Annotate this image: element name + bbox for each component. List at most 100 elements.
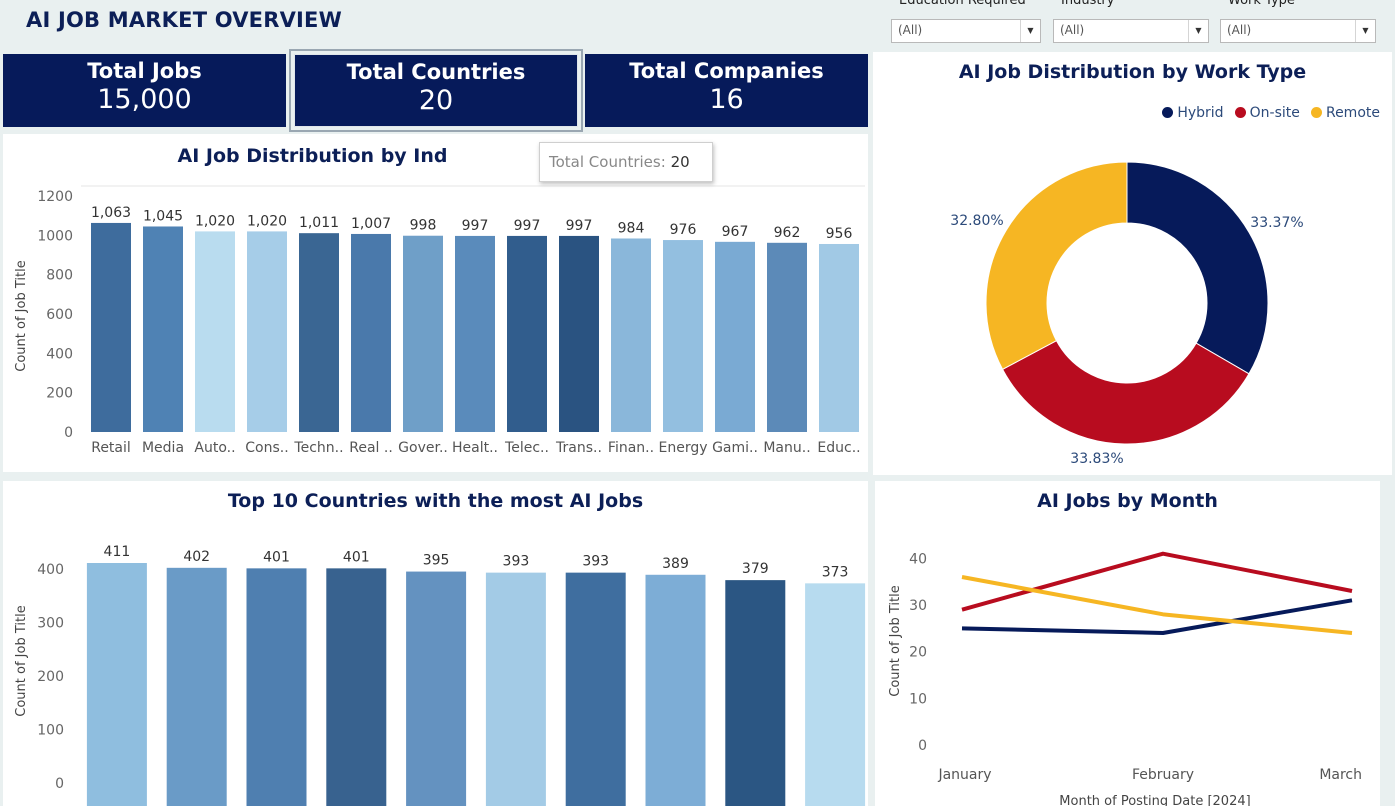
kpi-value: 20	[418, 85, 454, 116]
bar	[611, 238, 651, 432]
bar	[663, 240, 703, 432]
countries-chart-panel: Top 10 Countries with the most AI Jobs 0…	[3, 481, 868, 806]
y-axis-label: Count of Job Title	[888, 585, 903, 696]
filter-education-label: Education Required	[899, 0, 1026, 8]
y-tick-label: 200	[37, 669, 64, 685]
filter-work-type-select[interactable]: (All) ▼	[1220, 19, 1376, 43]
kpi-label: Total Companies	[629, 59, 824, 83]
y-tick-label: 1000	[37, 228, 73, 244]
bar	[767, 242, 807, 432]
y-tick-label: 100	[37, 722, 64, 738]
y-tick-label: 0	[64, 425, 73, 441]
bar	[559, 235, 599, 432]
chart-title: AI Job Distribution by Work Type	[958, 61, 1307, 83]
dashboard-title: AI JOB MARKET OVERVIEW	[26, 8, 342, 32]
bar-value-label: 411	[104, 544, 131, 560]
kpi-total-countries[interactable]: Total Countries 20	[289, 49, 583, 132]
kpi-label: Total Jobs	[87, 59, 202, 83]
bar-value-label: 379	[742, 561, 769, 577]
bar-value-label: 1,020	[195, 213, 235, 229]
x-tick-label: Real ..	[349, 440, 393, 456]
tooltip-label: Total Countries:	[549, 153, 666, 171]
filter-industry-value: (All)	[1060, 23, 1085, 37]
kpi-label: Total Countries	[346, 60, 526, 84]
bar	[725, 580, 786, 806]
x-tick-label: Healt..	[452, 440, 498, 456]
bar	[326, 568, 387, 806]
bar-value-label: 373	[822, 564, 849, 580]
y-tick-label: 1200	[37, 189, 73, 205]
x-tick-label: March	[1319, 767, 1362, 783]
y-axis-label: Count of Job Title	[14, 605, 29, 716]
chart-title: AI Job Distribution by Ind	[177, 145, 448, 167]
line-series-remote	[961, 575, 1353, 635]
legend-dot	[1162, 107, 1174, 118]
bar	[565, 572, 626, 806]
chart-title: Top 10 Countries with the most AI Jobs	[227, 490, 644, 512]
x-tick-label: Trans..	[555, 440, 602, 456]
bar	[455, 235, 495, 432]
bar	[403, 235, 443, 432]
bar	[166, 567, 227, 806]
bar	[406, 571, 467, 806]
chevron-down-icon[interactable]: ▼	[1188, 20, 1208, 42]
legend-dot	[1310, 107, 1322, 118]
legend-label: Remote	[1325, 105, 1380, 121]
y-tick-label: 400	[46, 346, 73, 362]
bar	[351, 233, 391, 432]
legend-hybrid[interactable]: Hybrid	[1162, 105, 1224, 121]
title-bar	[0, 0, 885, 48]
chevron-down-icon[interactable]: ▼	[1020, 20, 1040, 42]
legend-remote[interactable]: Remote	[1310, 105, 1380, 121]
bar-value-label: 976	[670, 222, 697, 238]
bar-value-label: 401	[343, 549, 370, 565]
y-tick-label: 400	[37, 562, 64, 578]
kpi-value: 16	[709, 84, 744, 115]
y-axis-label: Count of Job Title	[14, 260, 29, 371]
x-tick-label: Gover..	[398, 440, 448, 456]
chevron-down-icon[interactable]: ▼	[1355, 20, 1375, 42]
bar	[507, 235, 547, 432]
y-tick-label: 0	[55, 776, 64, 792]
kpi-total-jobs[interactable]: Total Jobs 15,000	[3, 54, 286, 127]
donut-slice-on-site	[1001, 339, 1250, 445]
work-type-donut-chart: 33.37% 33.83% 32.80%	[950, 161, 1304, 467]
bar	[485, 572, 546, 806]
bar-value-label: 402	[183, 549, 210, 565]
bar-value-label: 1,007	[351, 216, 391, 232]
bar-value-label: 389	[662, 556, 689, 572]
y-tick-label: 40	[909, 551, 927, 567]
bar	[195, 231, 235, 432]
hover-tooltip: Total Countries: 20	[539, 142, 713, 182]
y-tick-label: 800	[46, 268, 73, 284]
filter-industry-select[interactable]: (All) ▼	[1053, 19, 1209, 43]
bar-value-label: 1,045	[143, 208, 183, 224]
bar-value-label: 962	[774, 225, 801, 241]
chart-title: AI Jobs by Month	[1037, 490, 1218, 512]
donut-slice-hybrid	[1126, 161, 1269, 375]
x-tick-label: February	[1132, 767, 1194, 783]
bar	[645, 574, 706, 806]
kpi-total-companies[interactable]: Total Companies 16	[585, 54, 868, 127]
bar	[86, 563, 147, 806]
legend-onsite[interactable]: On-site	[1234, 105, 1300, 121]
filter-education-select[interactable]: (All) ▼	[891, 19, 1041, 43]
y-tick-label: 20	[909, 645, 927, 661]
filter-education[interactable]: Education Required (All) ▼	[891, 0, 1041, 44]
kpi-value: 15,000	[97, 84, 192, 115]
slice-percent-label: 33.37%	[1250, 215, 1303, 231]
work-type-legend: Hybrid On-site Remote	[1156, 102, 1380, 121]
work-type-chart-panel: AI Job Distribution by Work Type Hybrid …	[873, 52, 1392, 475]
countries-bar-chart: 0 100 200 300 400 Count of Job Title 411 402 401…	[14, 544, 866, 806]
x-tick-label: Educ..	[817, 440, 860, 456]
bar-value-label: 1,020	[247, 213, 287, 229]
filter-industry[interactable]: Industry (All) ▼	[1053, 0, 1209, 44]
filter-work-type[interactable]: Work Type (All) ▼	[1220, 0, 1376, 44]
y-tick-label: 200	[46, 386, 73, 402]
bar-value-label: 998	[410, 218, 437, 234]
bar-value-label: 395	[423, 553, 450, 569]
tooltip-value: 20	[670, 153, 690, 171]
slice-percent-label: 33.83%	[1070, 451, 1123, 467]
x-tick-label: Telec..	[504, 440, 549, 456]
x-tick-label: Gami..	[712, 440, 758, 456]
